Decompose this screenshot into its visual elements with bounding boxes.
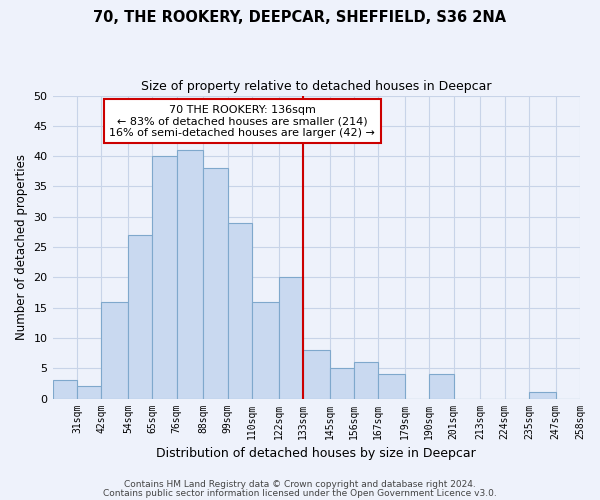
Bar bbox=[429, 374, 454, 398]
Bar bbox=[176, 150, 203, 398]
Text: 70 THE ROOKERY: 136sqm
← 83% of detached houses are smaller (214)
16% of semi-de: 70 THE ROOKERY: 136sqm ← 83% of detached… bbox=[109, 104, 376, 138]
Bar bbox=[128, 235, 152, 398]
Bar bbox=[53, 380, 77, 398]
Bar bbox=[227, 223, 252, 398]
Bar bbox=[152, 156, 176, 398]
Bar bbox=[203, 168, 227, 398]
Bar bbox=[329, 368, 354, 398]
Y-axis label: Number of detached properties: Number of detached properties bbox=[15, 154, 28, 340]
Text: Contains public sector information licensed under the Open Government Licence v3: Contains public sector information licen… bbox=[103, 488, 497, 498]
Text: Contains HM Land Registry data © Crown copyright and database right 2024.: Contains HM Land Registry data © Crown c… bbox=[124, 480, 476, 489]
Bar bbox=[379, 374, 405, 398]
Text: 70, THE ROOKERY, DEEPCAR, SHEFFIELD, S36 2NA: 70, THE ROOKERY, DEEPCAR, SHEFFIELD, S36… bbox=[94, 10, 506, 25]
Bar bbox=[101, 302, 128, 398]
Bar bbox=[252, 302, 278, 398]
Bar bbox=[278, 278, 303, 398]
Bar bbox=[303, 350, 329, 399]
Bar bbox=[529, 392, 556, 398]
Bar bbox=[354, 362, 379, 399]
Bar bbox=[77, 386, 101, 398]
X-axis label: Distribution of detached houses by size in Deepcar: Distribution of detached houses by size … bbox=[157, 447, 476, 460]
Title: Size of property relative to detached houses in Deepcar: Size of property relative to detached ho… bbox=[141, 80, 491, 93]
